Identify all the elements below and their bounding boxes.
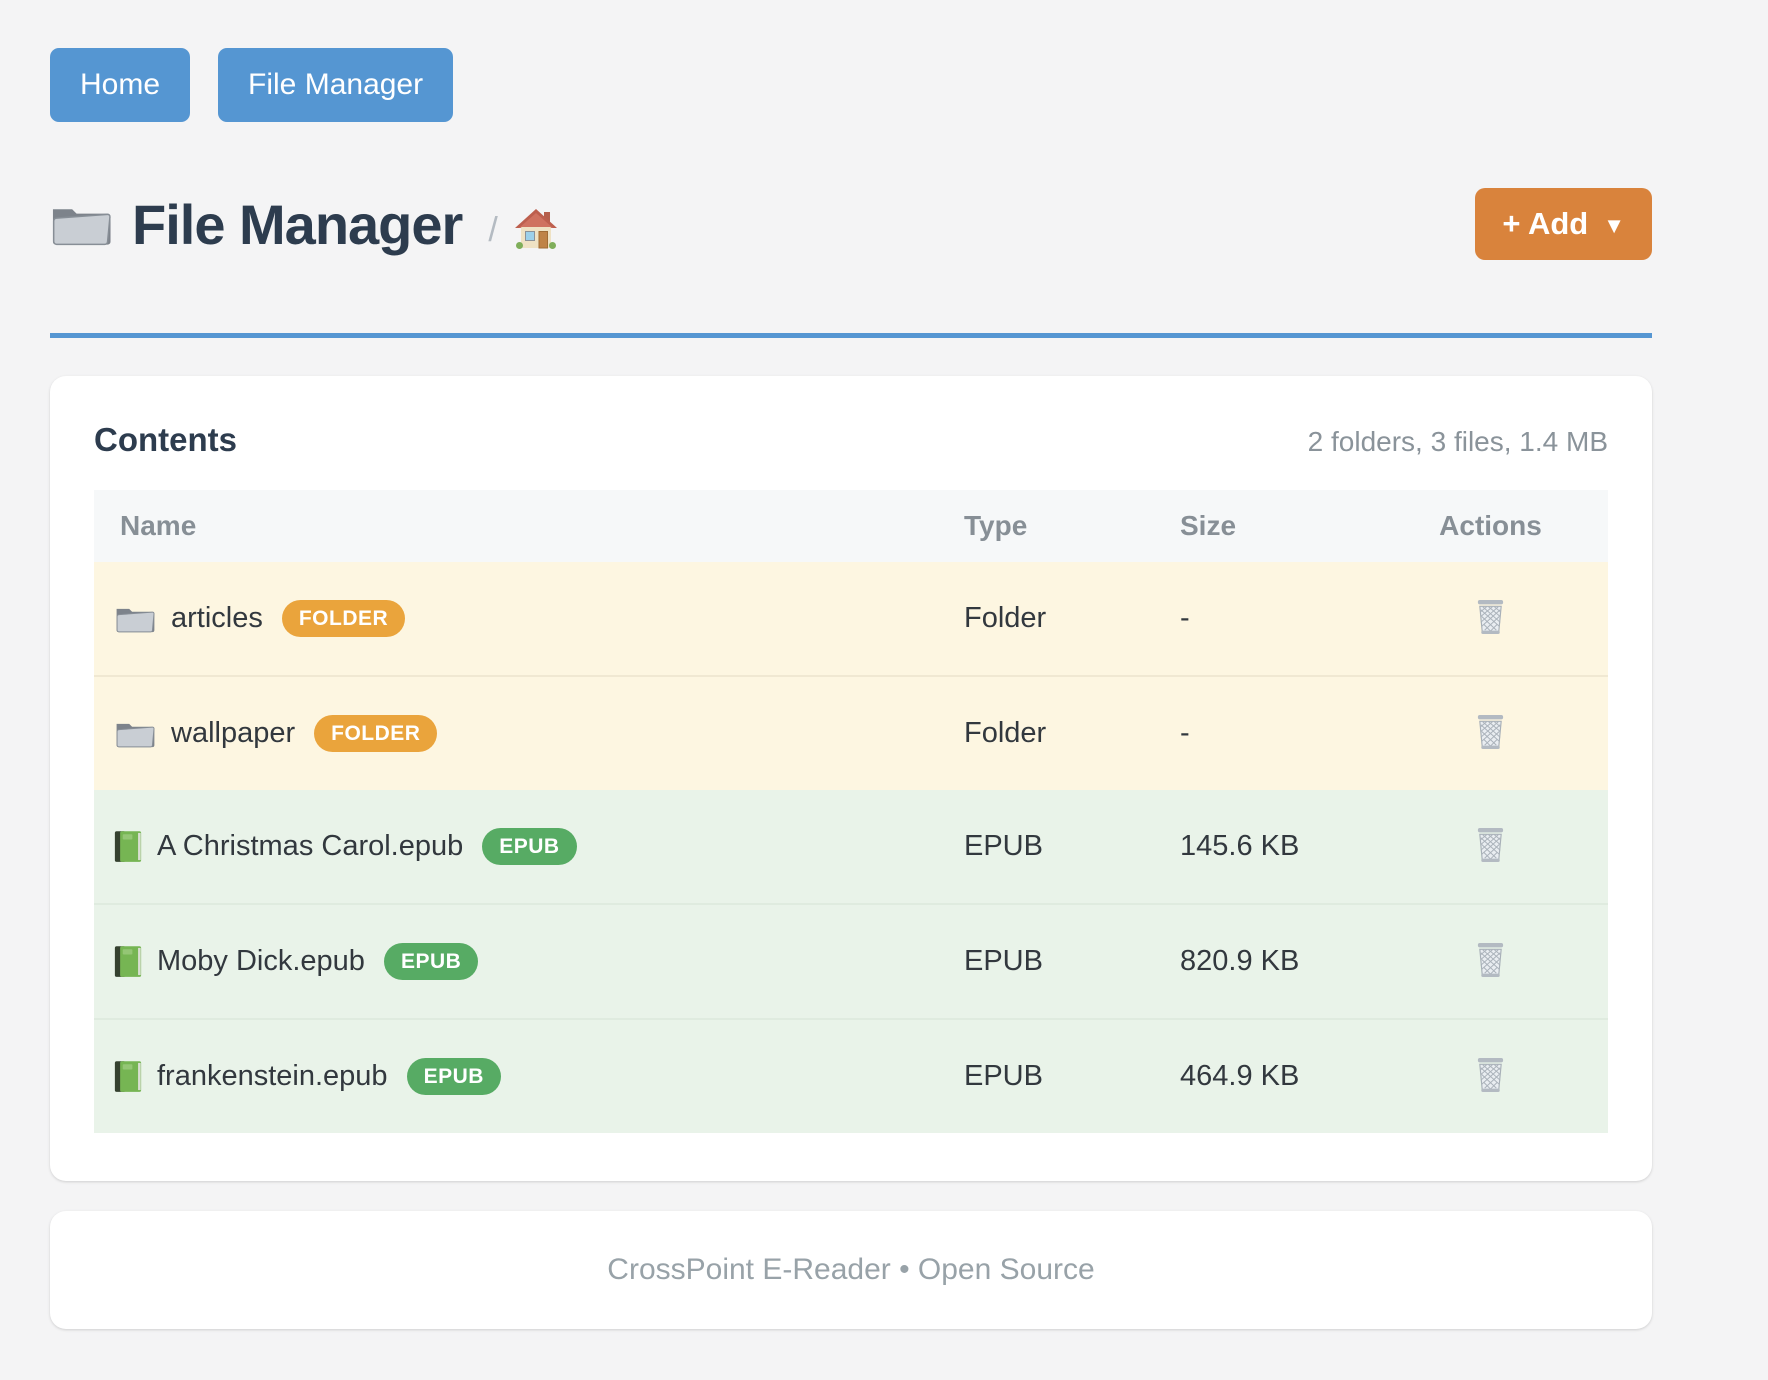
nav-home-button[interactable]: Home	[50, 48, 191, 122]
file-type: Folder	[942, 675, 1158, 790]
name-cell: wallpaper FOLDER	[94, 677, 942, 790]
breadcrumb-nav: Home File Manager	[50, 48, 1652, 122]
breadcrumb-root-link[interactable]	[514, 207, 558, 251]
type-badge: FOLDER	[281, 600, 406, 637]
col-header-size: Size	[1158, 490, 1373, 562]
header-divider	[50, 333, 1652, 338]
delete-button[interactable]	[1468, 822, 1513, 867]
file-name[interactable]: Moby Dick.epub	[157, 945, 365, 977]
table-row[interactable]: articles FOLDER Folder -	[94, 562, 1608, 675]
file-name[interactable]: A Christmas Carol.epub	[157, 830, 464, 862]
delete-button[interactable]	[1468, 1052, 1513, 1097]
file-name[interactable]: frankenstein.epub	[157, 1060, 388, 1092]
file-size: -	[1158, 675, 1373, 790]
contents-card: Contents 2 folders, 3 files, 1.4 MB Name…	[50, 376, 1652, 1181]
type-badge: FOLDER	[314, 715, 438, 752]
green-book-icon	[114, 830, 142, 863]
file-size: 464.9 KB	[1158, 1018, 1373, 1133]
delete-button[interactable]	[1468, 709, 1513, 754]
card-title: Contents	[94, 421, 237, 458]
house-icon	[514, 207, 558, 251]
table-row[interactable]: A Christmas Carol.epub EPUB EPUB 145.6 K…	[94, 790, 1608, 903]
name-cell: Moby Dick.epub EPUB	[94, 905, 942, 1018]
page-title: File Manager	[132, 192, 463, 256]
name-cell: frankenstein.epub EPUB	[94, 1020, 942, 1133]
trash-icon	[1474, 713, 1507, 750]
page: Home File Manager File Manager /	[50, 48, 1652, 1329]
file-type: EPUB	[942, 903, 1158, 1018]
file-size: 145.6 KB	[1158, 790, 1373, 903]
file-size: -	[1158, 562, 1373, 675]
file-name[interactable]: articles	[171, 602, 263, 634]
nav-file-manager-button[interactable]: File Manager	[218, 48, 454, 122]
footer-text: CrossPoint E-Reader • Open Source	[607, 1253, 1095, 1286]
green-book-icon	[114, 1060, 142, 1093]
type-badge: EPUB	[383, 943, 479, 980]
name-cell: A Christmas Carol.epub EPUB	[94, 790, 942, 903]
green-book-icon	[114, 945, 142, 978]
trash-icon	[1474, 1056, 1507, 1093]
table-row[interactable]: frankenstein.epub EPUB EPUB 464.9 KB	[94, 1018, 1608, 1133]
file-type: EPUB	[942, 1018, 1158, 1133]
folder-icon	[114, 603, 156, 634]
file-table-body: articles FOLDER Folder -	[94, 562, 1608, 1133]
col-header-type: Type	[942, 490, 1158, 562]
col-header-name: Name	[94, 490, 942, 562]
delete-button[interactable]	[1468, 937, 1513, 982]
trash-icon	[1474, 598, 1507, 635]
footer: CrossPoint E-Reader • Open Source	[50, 1211, 1652, 1329]
page-header: File Manager / + Add	[50, 178, 1652, 270]
table-header-row: Name Type Size Actions	[94, 490, 1608, 562]
delete-button[interactable]	[1468, 594, 1513, 639]
folder-icon	[50, 200, 112, 248]
contents-summary: 2 folders, 3 files, 1.4 MB	[1307, 426, 1608, 457]
trash-icon	[1474, 941, 1507, 978]
type-badge: EPUB	[406, 1058, 501, 1095]
name-cell: articles FOLDER	[94, 562, 942, 675]
table-row[interactable]: wallpaper FOLDER Folder -	[94, 675, 1608, 790]
add-button[interactable]: + Add ▼	[1475, 188, 1652, 260]
file-name[interactable]: wallpaper	[171, 717, 296, 749]
title-wrap: File Manager /	[50, 192, 558, 257]
type-badge: EPUB	[482, 828, 577, 865]
caret-down-icon: ▼	[1603, 212, 1625, 238]
folder-icon	[114, 718, 156, 749]
trash-icon	[1474, 826, 1507, 863]
table-row[interactable]: Moby Dick.epub EPUB EPUB 820.9 KB	[94, 903, 1608, 1018]
file-size: 820.9 KB	[1158, 903, 1373, 1018]
col-header-actions: Actions	[1373, 490, 1608, 562]
breadcrumb-separator: /	[488, 210, 498, 249]
card-head: Contents 2 folders, 3 files, 1.4 MB	[94, 420, 1608, 460]
file-type: EPUB	[942, 790, 1158, 903]
add-button-label: + Add	[1502, 206, 1589, 241]
file-table: Name Type Size Actions	[94, 490, 1608, 1133]
file-type: Folder	[942, 562, 1158, 675]
